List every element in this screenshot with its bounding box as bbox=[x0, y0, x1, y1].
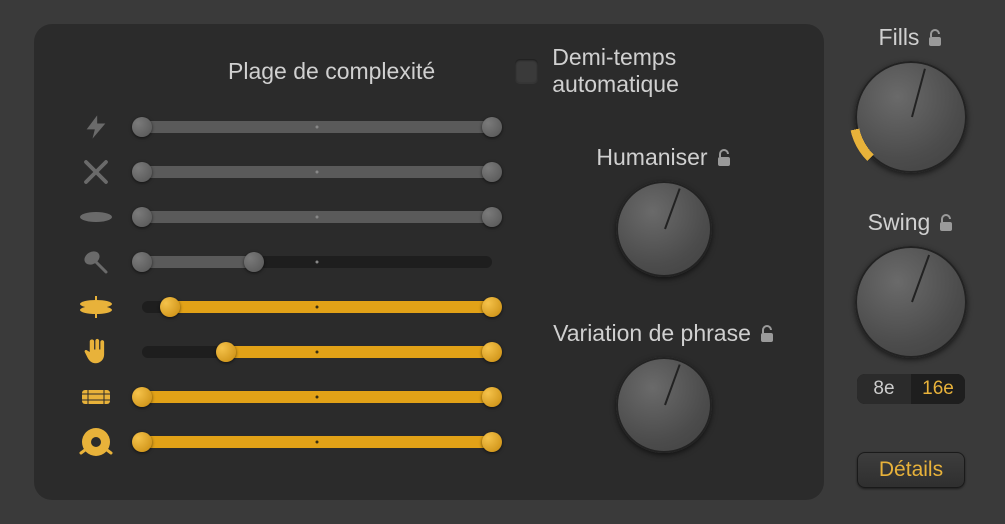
complexity-row-sticks bbox=[74, 149, 514, 194]
range-handle-end[interactable] bbox=[482, 342, 502, 362]
range-handle-end[interactable] bbox=[482, 207, 502, 227]
complexity-range-cymbal[interactable] bbox=[142, 207, 492, 227]
complexity-range-snare[interactable] bbox=[142, 387, 492, 407]
range-handle-start[interactable] bbox=[132, 387, 152, 407]
panel-header: Plage de complexité Demi-temps automatiq… bbox=[58, 44, 800, 98]
panel-title: Plage de complexité bbox=[228, 58, 435, 85]
swing-section: Swing 8e16e bbox=[841, 209, 981, 404]
details-button[interactable]: Détails bbox=[857, 452, 965, 488]
complexity-range-kick[interactable] bbox=[142, 432, 492, 452]
fills-title: Fills bbox=[841, 24, 981, 51]
range-handle-start[interactable] bbox=[132, 117, 152, 137]
range-handle-end[interactable] bbox=[482, 117, 502, 137]
complexity-range-hihat[interactable] bbox=[142, 297, 492, 317]
phrase-label: Variation de phrase bbox=[553, 320, 751, 347]
halftime-label: Demi-temps automatique bbox=[552, 44, 800, 98]
range-handle-end[interactable] bbox=[482, 387, 502, 407]
lock-icon[interactable] bbox=[938, 214, 954, 232]
swing-option-8e[interactable]: 8e bbox=[857, 374, 911, 404]
kick-icon[interactable] bbox=[74, 424, 118, 460]
complexity-panel: Plage de complexité Demi-temps automatiq… bbox=[34, 24, 824, 500]
swing-toggle[interactable]: 8e16e bbox=[857, 374, 965, 404]
complexity-range-sticks[interactable] bbox=[142, 162, 492, 182]
phrase-knob-wrap bbox=[534, 357, 794, 453]
complexity-row-cymbal bbox=[74, 194, 514, 239]
swing-title: Swing bbox=[841, 209, 981, 236]
range-handle-end[interactable] bbox=[482, 297, 502, 317]
shaker-icon[interactable] bbox=[74, 244, 118, 280]
fills-section: Fills bbox=[841, 24, 981, 173]
details-wrap: Détails bbox=[841, 452, 981, 488]
complexity-row-hand bbox=[74, 329, 514, 374]
complexity-range-hand[interactable] bbox=[142, 342, 492, 362]
range-handle-start[interactable] bbox=[132, 252, 152, 272]
complexity-row-shaker bbox=[74, 239, 514, 284]
humaniser-section: Humaniser bbox=[554, 144, 774, 277]
complexity-row-snare bbox=[74, 374, 514, 419]
complexity-range-bolt[interactable] bbox=[142, 117, 492, 137]
swing-knob-wrap bbox=[841, 246, 981, 358]
fills-knob[interactable] bbox=[855, 61, 967, 173]
swing-label: Swing bbox=[868, 209, 931, 236]
complexity-range-shaker[interactable] bbox=[142, 252, 492, 272]
range-handle-end[interactable] bbox=[244, 252, 264, 272]
humaniser-label: Humaniser bbox=[596, 144, 707, 171]
swing-option-16e[interactable]: 16e bbox=[911, 374, 965, 404]
hand-icon[interactable] bbox=[74, 334, 118, 370]
complexity-row-kick bbox=[74, 419, 514, 464]
sticks-icon[interactable] bbox=[74, 154, 118, 190]
range-handle-start[interactable] bbox=[132, 162, 152, 182]
range-handle-start[interactable] bbox=[216, 342, 236, 362]
halftime-checkbox[interactable] bbox=[515, 59, 538, 83]
lock-icon[interactable] bbox=[716, 149, 732, 167]
range-handle-start[interactable] bbox=[132, 432, 152, 452]
phrase-title: Variation de phrase bbox=[534, 320, 794, 347]
range-handle-start[interactable] bbox=[160, 297, 180, 317]
phrase-knob[interactable] bbox=[616, 357, 712, 453]
drummer-editor-root: Plage de complexité Demi-temps automatiq… bbox=[0, 0, 1005, 524]
snare-icon[interactable] bbox=[74, 379, 118, 415]
fills-knob-wrap bbox=[841, 61, 981, 173]
hihat-icon[interactable] bbox=[74, 289, 118, 325]
range-handle-end[interactable] bbox=[482, 432, 502, 452]
humaniser-knob-wrap bbox=[554, 181, 774, 277]
complexity-row-hihat bbox=[74, 284, 514, 329]
range-handle-start[interactable] bbox=[132, 207, 152, 227]
right-column: Fills Swing 8e16e Détails bbox=[841, 24, 981, 500]
lock-icon[interactable] bbox=[927, 29, 943, 47]
halftime-row[interactable]: Demi-temps automatique bbox=[515, 44, 800, 98]
range-handle-end[interactable] bbox=[482, 162, 502, 182]
cymbal-icon[interactable] bbox=[74, 199, 118, 235]
bolt-icon[interactable] bbox=[74, 109, 118, 145]
phrase-section: Variation de phrase bbox=[534, 320, 794, 453]
humaniser-knob[interactable] bbox=[616, 181, 712, 277]
swing-knob[interactable] bbox=[855, 246, 967, 358]
complexity-rows bbox=[74, 104, 514, 464]
humaniser-title: Humaniser bbox=[554, 144, 774, 171]
fills-label: Fills bbox=[879, 24, 920, 51]
complexity-row-bolt bbox=[74, 104, 514, 149]
lock-icon[interactable] bbox=[759, 325, 775, 343]
